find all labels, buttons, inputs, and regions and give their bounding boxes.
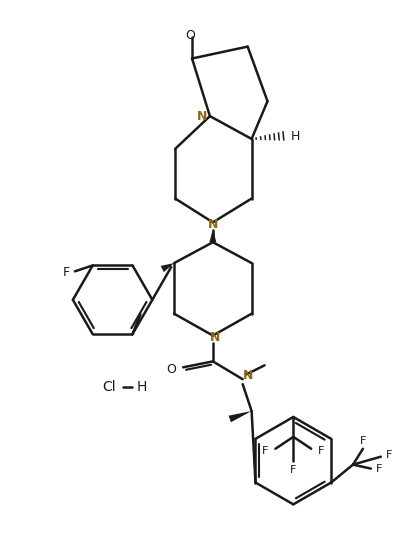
Text: F: F <box>318 446 324 456</box>
Text: N: N <box>197 109 207 122</box>
Polygon shape <box>161 263 174 272</box>
Text: F: F <box>386 450 392 460</box>
Polygon shape <box>229 411 252 422</box>
Text: O: O <box>166 363 176 376</box>
Text: O: O <box>185 29 195 42</box>
Text: F: F <box>62 266 70 279</box>
Text: N: N <box>243 369 253 382</box>
Text: F: F <box>360 436 366 446</box>
Polygon shape <box>209 230 216 242</box>
Text: F: F <box>290 465 297 474</box>
Text: Cl: Cl <box>102 380 115 394</box>
Text: H: H <box>136 380 147 394</box>
Text: N: N <box>208 218 218 231</box>
Text: H: H <box>291 131 300 144</box>
Text: F: F <box>376 463 382 474</box>
Text: N: N <box>210 331 220 344</box>
Text: F: F <box>262 446 269 456</box>
